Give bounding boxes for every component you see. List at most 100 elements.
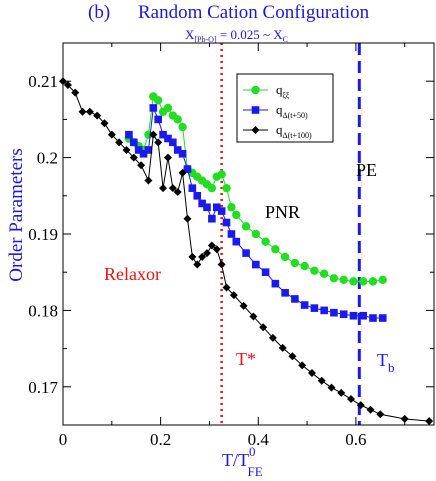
series-3-point [137,161,146,170]
series-2-point [212,203,221,212]
series-2-point [339,310,348,319]
series-3-point [317,376,326,385]
series-3-point [222,283,231,292]
series-2-point [159,130,167,139]
series-3-point [159,184,168,193]
series-1-point [241,222,251,231]
annotation-pnr: PNR [265,202,300,222]
series-3-point [356,401,365,410]
series-1-point [319,269,329,278]
legend-label: qΔ(t+100) [276,122,312,140]
series-2-point [232,237,241,246]
panel-label: (b) [88,2,110,23]
series-1-point [261,237,270,246]
series-2-point [261,268,270,276]
series-2-point [310,304,319,312]
series-3-point [78,107,87,116]
series-2-point [193,192,202,200]
series-3-point [144,176,153,185]
series-1-point [280,252,290,262]
series-3-point [249,312,258,321]
legend-entry-2: qΔ(t+50) [243,102,308,120]
annotation-tb: Tb [377,350,395,375]
series-3-point [129,153,138,162]
series-3-point [178,168,187,177]
series-3-point [154,138,163,147]
series-1-point [232,210,241,220]
series-1-point [173,115,182,124]
series-1-point [178,122,187,132]
series-3 [59,77,434,426]
series-2-point [369,314,377,322]
series-1-point [217,170,226,179]
series-3-point [307,369,316,378]
legend: qξξ qΔ(t+50) qΔ(t+100) [236,73,334,143]
series-1-point [222,183,231,193]
series-2-point [188,184,197,192]
x-axis-label: T/T0 FE [222,444,263,479]
series-3-point [198,252,207,261]
legend-entry-3: qΔ(t+100) [243,122,312,140]
series-2-point [330,308,338,317]
series-3-point [107,130,116,139]
series-1-point [368,277,378,286]
series-3-point [63,81,72,90]
series-3-point [168,184,177,193]
series-1-point [339,275,348,285]
series-2-point [378,314,387,322]
annotation-relaxor: Relaxor [104,264,161,284]
legend-marker [251,126,260,134]
series-3-point [149,130,158,139]
axis-ticks: 0 0.2 0.4 0.6 0.17 0.18 0.19 0.2 0.21 [28,43,434,449]
series-2-point [183,165,192,173]
series-3-point [212,245,221,254]
legend-marker [251,85,260,95]
series-3-point [115,138,124,147]
series-1-point [310,266,319,275]
series-2-point [125,130,133,139]
series-3-point [347,395,356,404]
series-2-point [154,115,162,124]
series-1-point [227,203,236,212]
series-3-point [327,383,336,392]
series-2-point [144,146,153,154]
series-2-point [178,149,187,158]
series-3-point [268,333,277,342]
series-1-point [378,275,387,285]
series-2-point [349,311,358,320]
series-2-point [291,295,299,303]
legend-marker [251,106,260,114]
y-tick-label: 0.21 [28,72,58,91]
series-1-point [207,183,217,193]
series-layer [59,77,434,426]
series-2-point [320,306,328,315]
series-1-point [300,261,309,271]
plot-area: 0 0.2 0.4 0.6 0.17 0.18 0.19 0.2 0.21 [28,42,435,449]
x-tick-label: 0.4 [248,430,270,449]
series-3-point [173,187,182,196]
series-3-point [229,291,238,300]
series-2-point [222,218,231,227]
legend-entry-1: qξξ [243,82,290,100]
chart-subtitle: X[Pb-O] = 0.025 ~ XC [185,27,288,44]
series-1-point [349,277,358,286]
legend-label: qξξ [276,82,290,100]
series-2-point [300,301,309,309]
series-1-point [359,277,368,286]
series-3-point [425,417,434,426]
series-1-point [251,229,261,239]
y-tick-label: 0.18 [28,301,58,320]
annotation-tstar: T* [236,349,256,369]
series-3-point [71,88,80,97]
series-2-point [198,199,206,208]
series-3-point [217,260,226,269]
x-tick-label: 0.2 [150,430,171,449]
y-tick-label: 0.2 [37,149,58,168]
series-2-point [164,134,172,143]
series-2-point [217,207,226,215]
series-2-point [359,311,368,320]
series-1-point [153,96,163,105]
series-2-point [173,146,182,154]
series-3-point [100,119,109,128]
